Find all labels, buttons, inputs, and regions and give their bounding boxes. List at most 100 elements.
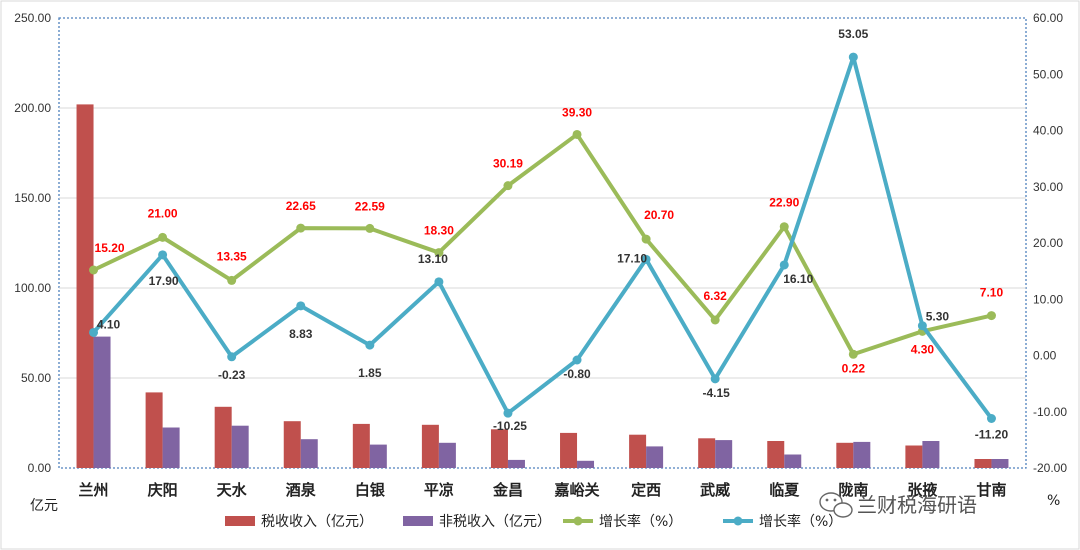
bar [560,432,578,468]
line-point [227,352,237,362]
line-point [89,327,99,337]
bar [767,441,785,468]
x-tick-label: 甘南 [976,481,1006,499]
bar [421,424,439,468]
data-label: -11.20 [975,428,1009,442]
line-point [365,223,375,233]
data-label: 13.10 [418,252,448,266]
y-right-tick-label: -20.00 [1033,461,1067,475]
line-point [572,129,582,139]
legend-swatch [225,516,255,526]
y-right-tick-label: 20.00 [1033,236,1063,250]
line-point [710,315,720,325]
data-label: -0.23 [218,368,246,382]
bar [905,445,923,468]
bar [577,460,595,468]
bar [93,336,111,468]
data-label: 17.10 [617,251,647,265]
bar [283,421,301,468]
data-label: 18.30 [424,224,454,238]
data-label: 15.20 [95,241,125,255]
bar [715,440,733,468]
legend: 税收收入（亿元） 非税收入（亿元） 增长率（%） 增长率（%） [225,513,842,530]
x-tick-label: 庆阳 [148,481,178,499]
x-tick-label: 张掖 [907,481,938,499]
bar [352,423,370,468]
x-tick-label: 兰州 [79,481,109,499]
line-point [848,349,858,359]
data-label: 53.05 [838,27,868,41]
x-tick-label: 天水 [217,481,248,499]
data-labels: 15.20 21.00 13.35 22.65 22.59 18.30 30.19 39.30… [95,27,1009,441]
line-point [641,254,651,264]
y-right-tick-label: 0.00 [1033,349,1057,363]
x-tick-label: 酒泉 [286,481,317,499]
x-tick-label: 武威 [700,481,730,499]
data-label: -10.25 [493,419,527,433]
data-label: 21.00 [148,206,178,220]
line-point [158,232,168,242]
data-label: -0.80 [563,367,591,381]
legend-entry: 税收收入（亿元） [261,514,373,530]
line-point [503,408,513,418]
line-point [296,223,306,233]
bar [162,427,180,468]
data-label: 22.59 [355,199,385,213]
y-right-tick-label: -10.00 [1033,405,1067,419]
bar [300,439,318,468]
y-left-tick-label: 50.00 [21,371,51,385]
watermark: 兰财税海研语 % [819,492,1060,518]
data-label: 5.30 [926,310,950,324]
y-left-tick-label: 150.00 [14,191,51,205]
data-label: 6.32 [703,289,727,303]
bar [974,459,992,468]
bar [646,446,664,468]
data-label: 22.65 [286,199,316,213]
watermark-trailing: % [1047,493,1060,509]
line-point [779,222,789,232]
plot-area-border [58,17,1027,469]
bar [698,438,716,468]
line-point [434,277,444,287]
x-tick-label: 平凉 [424,481,454,499]
bar [76,104,94,469]
y-axis-right: -20.00 -10.00 0.00 10.00 20.00 30.00 40.00 50.0… [1033,11,1067,475]
line-point [296,301,306,311]
watermark-text: 兰财税海研语 [857,493,977,517]
wechat-icon [819,492,853,518]
x-tick-label: 定西 [631,481,661,499]
series-line [92,55,994,420]
data-label: 1.85 [358,366,382,380]
y-left-tick-label: 200.00 [14,101,51,115]
data-label: 39.30 [562,105,592,119]
bar [145,392,163,468]
data-label: 20.70 [644,208,674,222]
bar [231,425,249,468]
y-right-tick-label: 50.00 [1033,67,1063,81]
x-tick-label: 陇南 [838,481,868,499]
data-label: 16.10 [783,272,813,286]
data-label: 8.83 [289,327,313,341]
data-label: 4.10 [97,317,121,331]
legend-entry: 增长率（%） [759,513,842,530]
data-label: 30.19 [493,157,523,171]
data-label: -4.15 [702,386,730,400]
y-left-tick-label: 0.00 [28,461,52,475]
legend-entry: 增长率（%） [599,513,682,530]
line-point [641,234,651,244]
bar [836,442,854,468]
line-point [710,374,720,384]
bars [76,104,1009,469]
data-label: 13.35 [217,249,247,263]
data-label: 4.30 [911,342,935,356]
line-point [779,260,789,270]
y-left-tick-label: 100.00 [14,281,51,295]
bar [853,441,871,468]
x-tick-label: 白银 [355,481,386,499]
bar [991,459,1009,468]
bar [629,434,647,468]
y-right-tick-label: 30.00 [1033,180,1063,194]
x-tick-label: 嘉峪关 [554,481,600,499]
line-point [986,414,996,423]
